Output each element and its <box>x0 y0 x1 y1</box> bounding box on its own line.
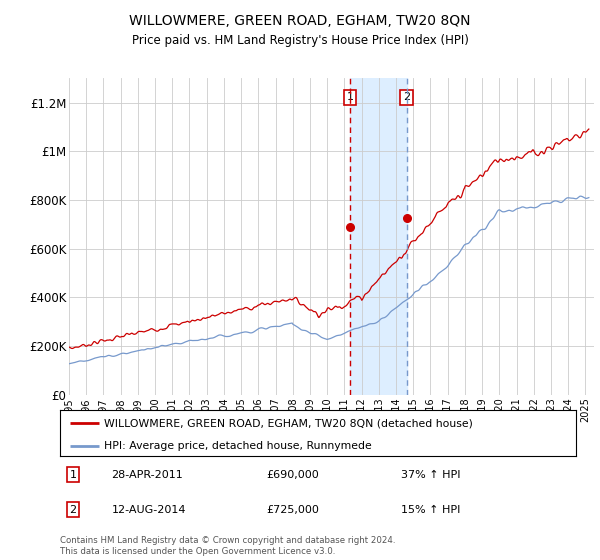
Text: WILLOWMERE, GREEN ROAD, EGHAM, TW20 8QN (detached house): WILLOWMERE, GREEN ROAD, EGHAM, TW20 8QN … <box>104 418 473 428</box>
Text: 2: 2 <box>70 505 76 515</box>
Text: 1: 1 <box>347 92 353 102</box>
Text: 15% ↑ HPI: 15% ↑ HPI <box>401 505 460 515</box>
Text: HPI: Average price, detached house, Runnymede: HPI: Average price, detached house, Runn… <box>104 441 371 451</box>
Text: Contains HM Land Registry data © Crown copyright and database right 2024.
This d: Contains HM Land Registry data © Crown c… <box>60 536 395 556</box>
Text: 2: 2 <box>403 92 410 102</box>
Bar <box>350 78 407 395</box>
Text: 12-AUG-2014: 12-AUG-2014 <box>112 505 186 515</box>
Text: 37% ↑ HPI: 37% ↑ HPI <box>401 470 460 479</box>
Text: WILLOWMERE, GREEN ROAD, EGHAM, TW20 8QN: WILLOWMERE, GREEN ROAD, EGHAM, TW20 8QN <box>129 14 471 28</box>
Text: £690,000: £690,000 <box>266 470 319 479</box>
Text: 28-APR-2011: 28-APR-2011 <box>112 470 184 479</box>
Text: 1: 1 <box>70 470 76 479</box>
Text: Price paid vs. HM Land Registry's House Price Index (HPI): Price paid vs. HM Land Registry's House … <box>131 34 469 46</box>
Text: £725,000: £725,000 <box>266 505 319 515</box>
